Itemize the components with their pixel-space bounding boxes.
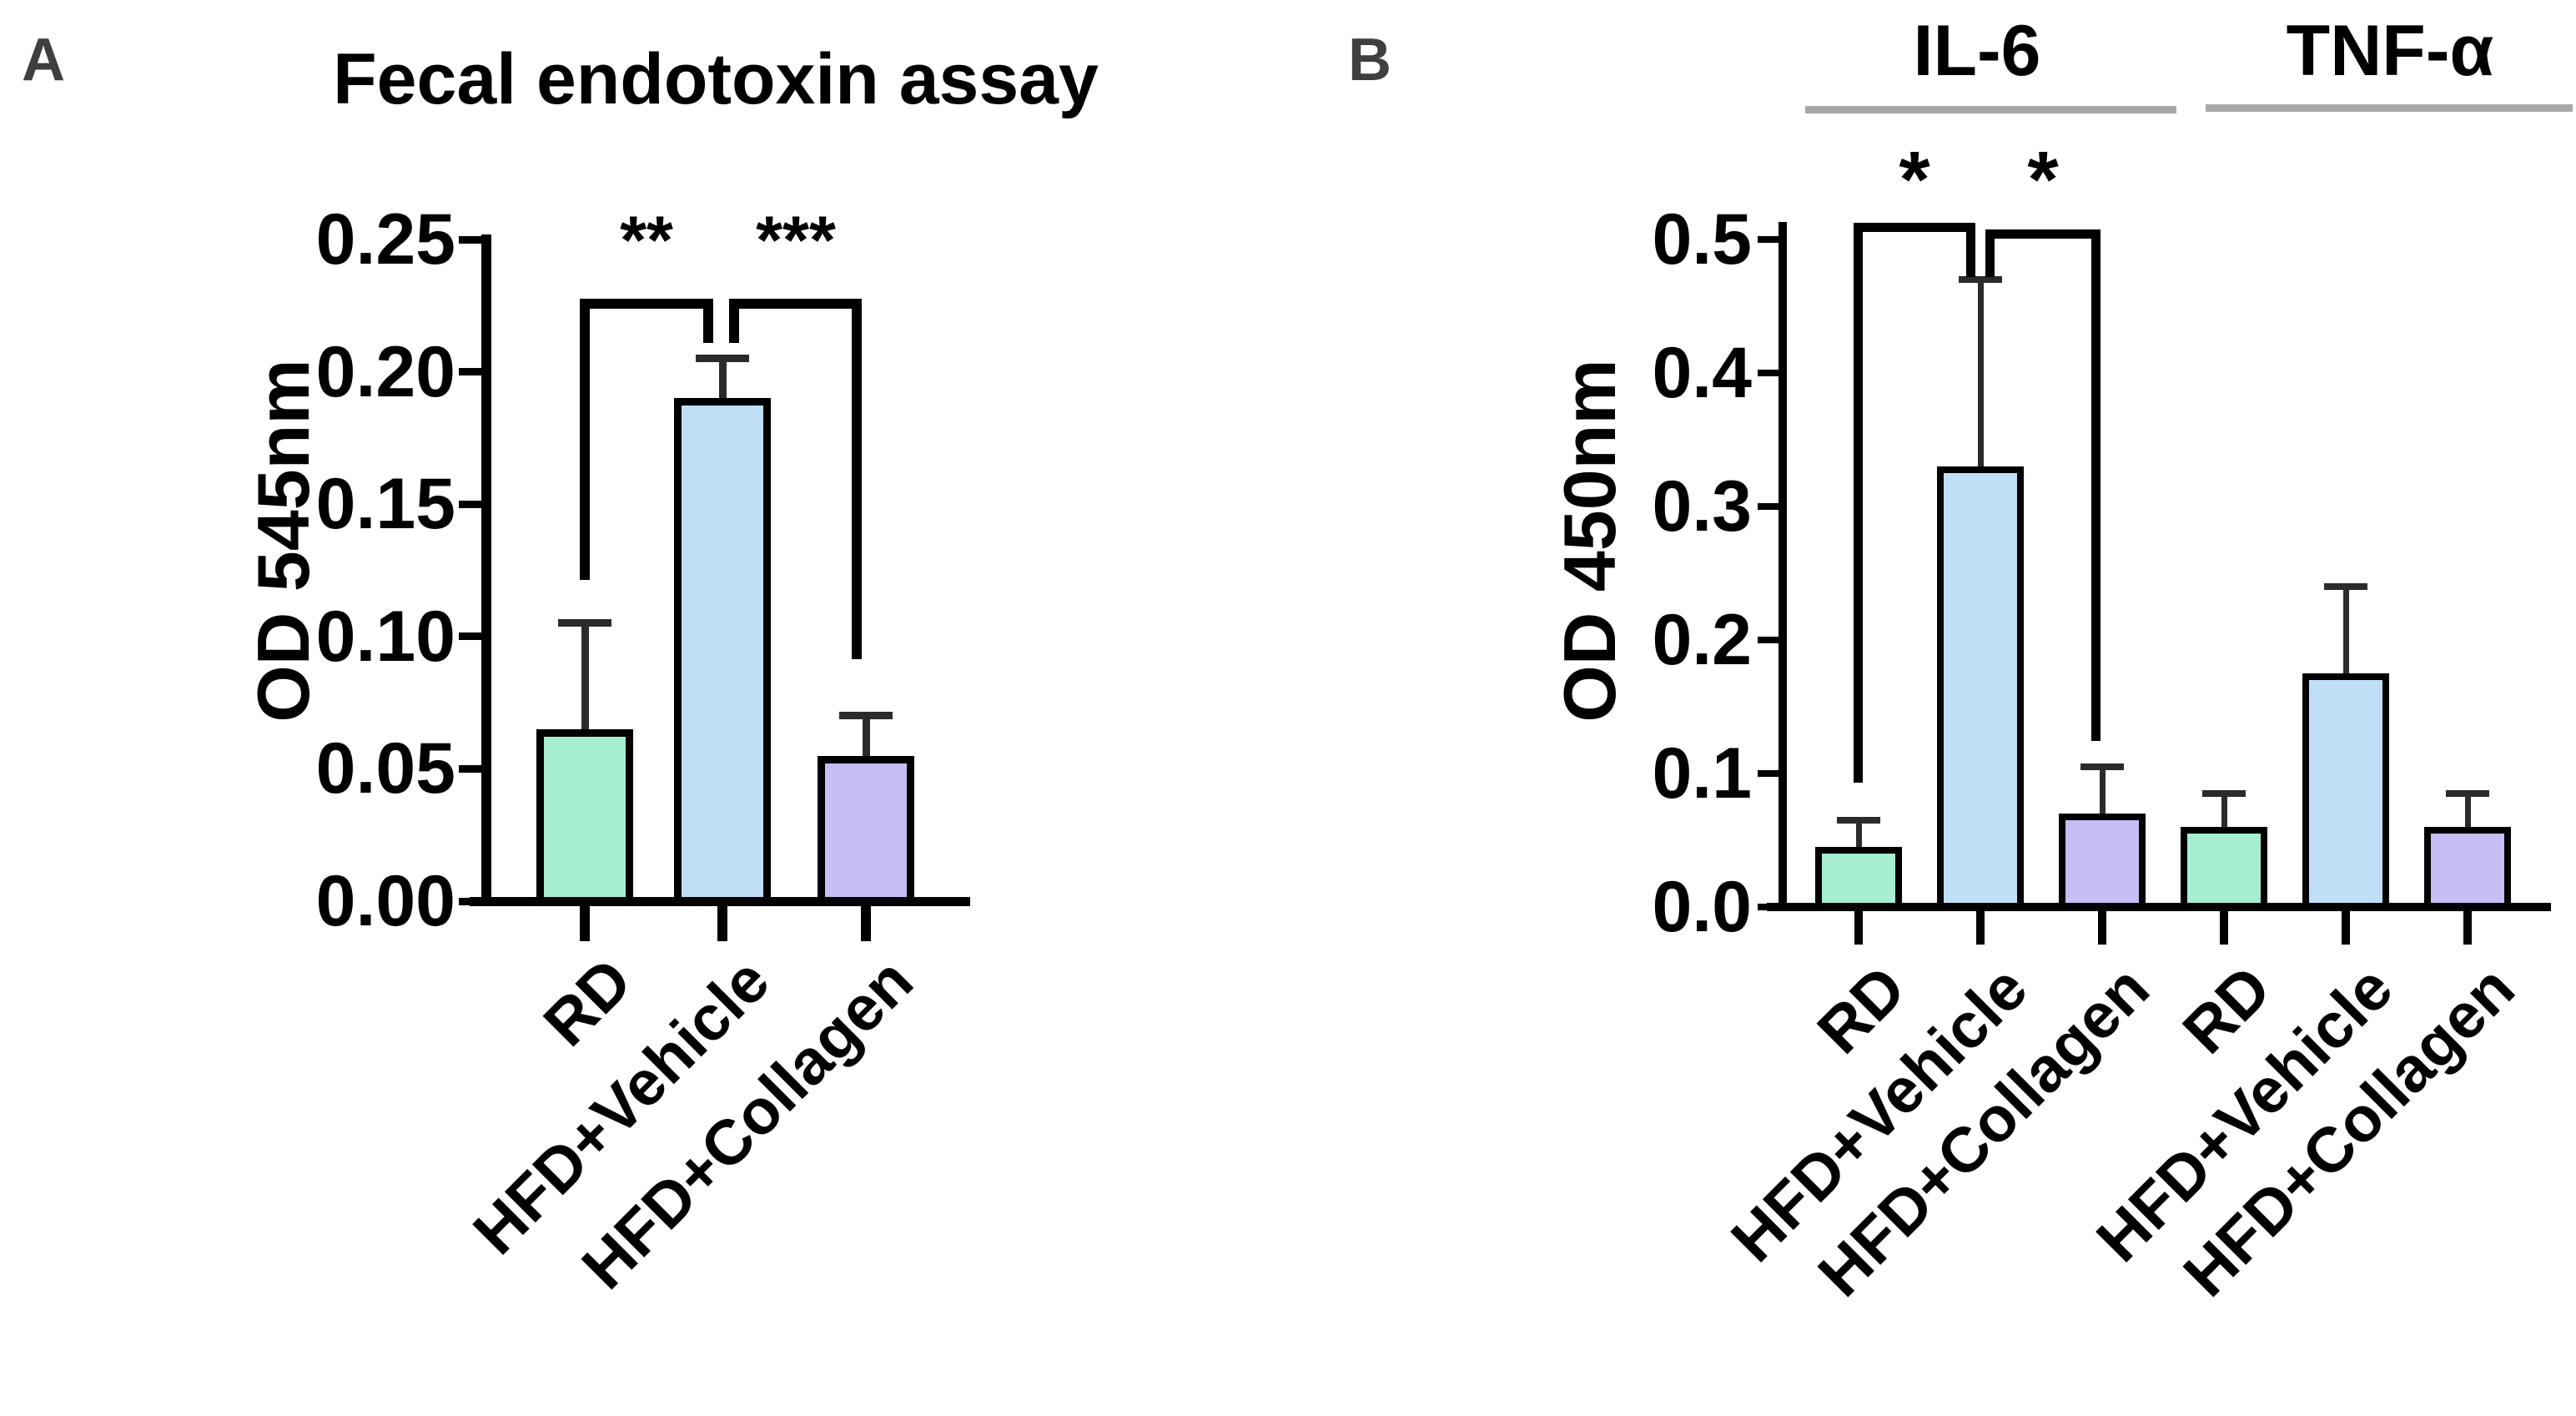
error-bar-line [581, 623, 589, 733]
y-axis-tick [459, 368, 481, 375]
error-bar-cap [558, 619, 611, 627]
sig-stars: * [2027, 135, 2059, 224]
y-tick-label: 0.5 [1652, 199, 1752, 280]
x-axis-tick [2220, 911, 2228, 945]
bar [674, 398, 771, 905]
y-axis-tick [459, 236, 481, 244]
y-axis-tick [459, 501, 481, 508]
y-tick-label: 0.4 [1652, 333, 1752, 413]
y-axis-tick [459, 898, 481, 905]
y-tick-label: 0.2 [1652, 600, 1752, 680]
x-axis-tick [2342, 911, 2350, 945]
y-axis-tick [1758, 236, 1779, 243]
sig-bracket-leg [703, 299, 713, 343]
bar [1815, 847, 1902, 910]
y-axis-tick [459, 765, 481, 773]
y-tick-label: 0.00 [315, 861, 455, 941]
error-bar-cap [696, 355, 749, 362]
x-axis-tick [1976, 911, 1985, 945]
panel-a-title: Fecal endotoxin assay [333, 39, 1099, 119]
error-bar-line [863, 716, 870, 759]
error-bar-line [2100, 767, 2106, 817]
tnfa-underline [2206, 104, 2573, 112]
y-axis-line [1779, 222, 1787, 911]
sig-bracket-bar [1854, 223, 1975, 232]
bar [818, 756, 914, 905]
x-axis-tick [2463, 911, 2472, 945]
error-bar-cap [2080, 763, 2124, 770]
y-tick-label: 0.10 [315, 597, 455, 677]
y-axis-tick [1758, 503, 1779, 510]
error-bar-cap [1959, 276, 2002, 283]
error-bar-line [1856, 820, 1862, 850]
error-bar-line [2465, 794, 2471, 830]
bar [536, 729, 633, 905]
y-axis-tick [1758, 370, 1779, 376]
error-bar-line [2343, 587, 2349, 677]
x-axis-tick [2098, 911, 2106, 945]
error-bar-line [2221, 794, 2227, 830]
sig-bracket-bar [580, 299, 713, 309]
x-axis-line [1767, 903, 2551, 911]
error-bar-cap [839, 712, 893, 719]
error-bar-cap [2446, 790, 2489, 797]
bar [1937, 466, 2024, 910]
bar [2059, 814, 2146, 910]
error-bar-cap [2324, 583, 2367, 590]
y-axis-tick [1758, 904, 1779, 910]
y-tick-label: 0.25 [315, 199, 455, 280]
sig-bracket-bar [1985, 229, 2101, 239]
y-axis-tick [1758, 770, 1779, 777]
y-axis-tick [1758, 637, 1779, 643]
sig-bracket-leg [2091, 229, 2101, 741]
panel-a-chart: RD HFD+Vehicle HFD+Collagen 0.25 0.20 0.15 0.1… [315, 199, 970, 1303]
panel-b-chart: RD HFD+Vehicle HFD+Collagen RD HFD+Vehicle HF… [1652, 135, 2551, 1310]
sig-bracket-leg [852, 299, 862, 659]
error-bar-cap [2202, 790, 2246, 797]
x-axis-tick [861, 906, 871, 941]
error-bar-line [1978, 280, 1984, 470]
il6-underline [1805, 106, 2176, 113]
sig-bracket-leg [580, 299, 590, 580]
sig-stars: * [1899, 135, 1930, 224]
x-axis-tick [717, 906, 727, 941]
x-axis-tick [580, 906, 590, 941]
y-tick-label: 0.1 [1652, 733, 1752, 814]
sig-bracket-leg [1854, 223, 1863, 783]
error-bar-cap [1837, 817, 1880, 824]
sig-stars: *** [756, 203, 836, 279]
y-tick-label: 0.0 [1652, 867, 1752, 947]
error-bar-line [719, 359, 727, 402]
sig-bracket-bar [729, 299, 862, 309]
y-tick-label: 0.3 [1652, 466, 1752, 547]
figure-canvas: A Fecal endotoxin assay OD 545nm RD HFD+V… [22, 11, 2573, 1310]
panel-b-label: B [1348, 27, 1391, 93]
y-tick-label: 0.20 [315, 332, 455, 412]
sig-bracket-leg [1966, 223, 1975, 277]
y-tick-label: 0.15 [315, 464, 455, 544]
y-axis-line [481, 234, 491, 906]
y-tick-label: 0.05 [315, 728, 455, 809]
panel-a-label: A [22, 27, 65, 93]
y-axis-tick [459, 632, 481, 640]
sig-bracket-leg [1985, 229, 1995, 277]
bar [2181, 827, 2267, 910]
panel-b-group-header-tnfa: TNF-α [2286, 11, 2494, 91]
panel-b-group-header-il6: IL-6 [1913, 11, 2041, 91]
x-axis-line [470, 897, 970, 906]
bar [2424, 827, 2511, 910]
bar [2302, 673, 2389, 910]
sig-stars: ** [620, 203, 673, 279]
sig-bracket-leg [729, 299, 739, 343]
x-axis-tick [1854, 911, 1863, 945]
